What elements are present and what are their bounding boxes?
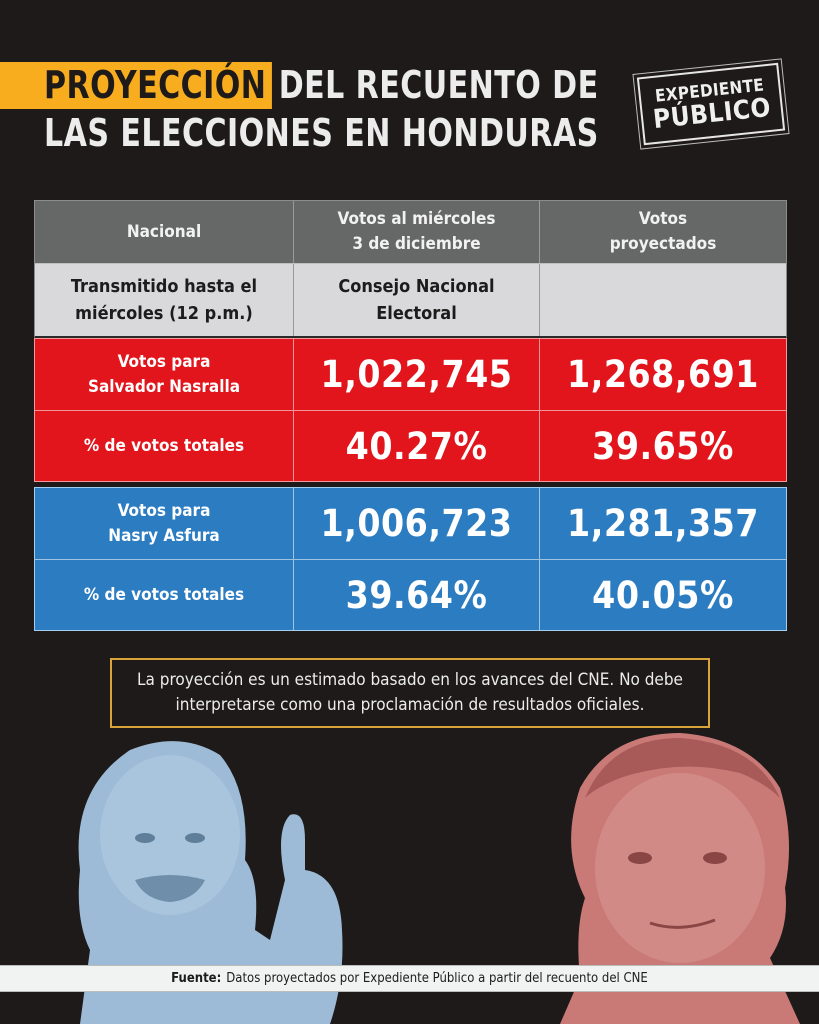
source-bar: Fuente: Datos proyectados por Expediente…	[0, 965, 819, 992]
pct-label: % de votos totales	[83, 584, 245, 605]
subheader-row: Transmitido hasta el miércoles (12 p.m.) …	[35, 263, 786, 336]
table-header: Nacional Votos al miércoles 3 de diciembr…	[34, 200, 787, 339]
votes-label: Votos para Nasry Asfura	[108, 500, 220, 546]
pct-projected: 39.65%	[539, 411, 786, 481]
source-label: Fuente:	[171, 971, 222, 986]
table-row: Votos para Nasry Asfura 1,006,723 1,281,3…	[35, 488, 786, 559]
table-row: % de votos totales 40.27% 39.65%	[35, 410, 786, 481]
nasralla-portrait	[540, 728, 819, 1024]
col-header-nacional: Nacional	[126, 221, 202, 242]
disclaimer-text: La proyección es un estimado basado en l…	[137, 670, 683, 715]
votes-current: 1,022,745	[293, 339, 539, 410]
subheader-empty	[539, 264, 786, 336]
source-text: Datos proyectados por Expediente Público…	[226, 971, 648, 986]
nasralla-block: Votos para Salvador Nasralla 1,022,745 1,…	[34, 338, 787, 482]
col-header-votos-proyectados: Votos proyectados	[539, 201, 786, 263]
subheader-cne: Consejo Nacional Electoral	[293, 264, 539, 336]
pct-projected: 40.05%	[539, 560, 786, 630]
title-line-2: LAS ELECCIONES EN HONDURAS	[44, 111, 599, 155]
pct-current: 39.64%	[293, 560, 539, 630]
table-row: Votos para Salvador Nasralla 1,022,745 1,…	[35, 339, 786, 410]
votes-label: Votos para Salvador Nasralla	[87, 351, 241, 397]
votes-projected: 1,268,691	[539, 339, 786, 410]
title-line-1-rest: DEL RECUENTO DE	[278, 63, 599, 107]
disclaimer-note: La proyección es un estimado basado en l…	[110, 658, 710, 728]
votes-current: 1,006,723	[293, 488, 539, 559]
col-header-votos-miercoles: Votos al miércoles 3 de diciembre	[293, 201, 539, 263]
title-line-1: PROYECCIÓN DEL RECUENTO DE	[0, 62, 599, 110]
expediente-publico-logo: EXPEDIENTE PÚBLICO	[632, 57, 790, 151]
table-row: % de votos totales 39.64% 40.05%	[35, 559, 786, 630]
votes-projected: 1,281,357	[539, 488, 786, 559]
pct-current: 40.27%	[293, 411, 539, 481]
asfura-block: Votos para Nasry Asfura 1,006,723 1,281,3…	[34, 487, 787, 631]
page-title: PROYECCIÓN DEL RECUENTO DE LAS ELECCIONES…	[0, 62, 680, 157]
header-row: Nacional Votos al miércoles 3 de diciembr…	[35, 201, 786, 263]
portrait-illustration-blue	[78, 741, 343, 1024]
asfura-portrait	[20, 730, 360, 1024]
subheader-transmitido: Transmitido hasta el miércoles (12 p.m.)	[70, 276, 258, 324]
pct-label: % de votos totales	[83, 435, 245, 456]
portrait-illustration-red	[560, 733, 800, 1024]
title-highlight: PROYECCIÓN	[0, 62, 272, 109]
